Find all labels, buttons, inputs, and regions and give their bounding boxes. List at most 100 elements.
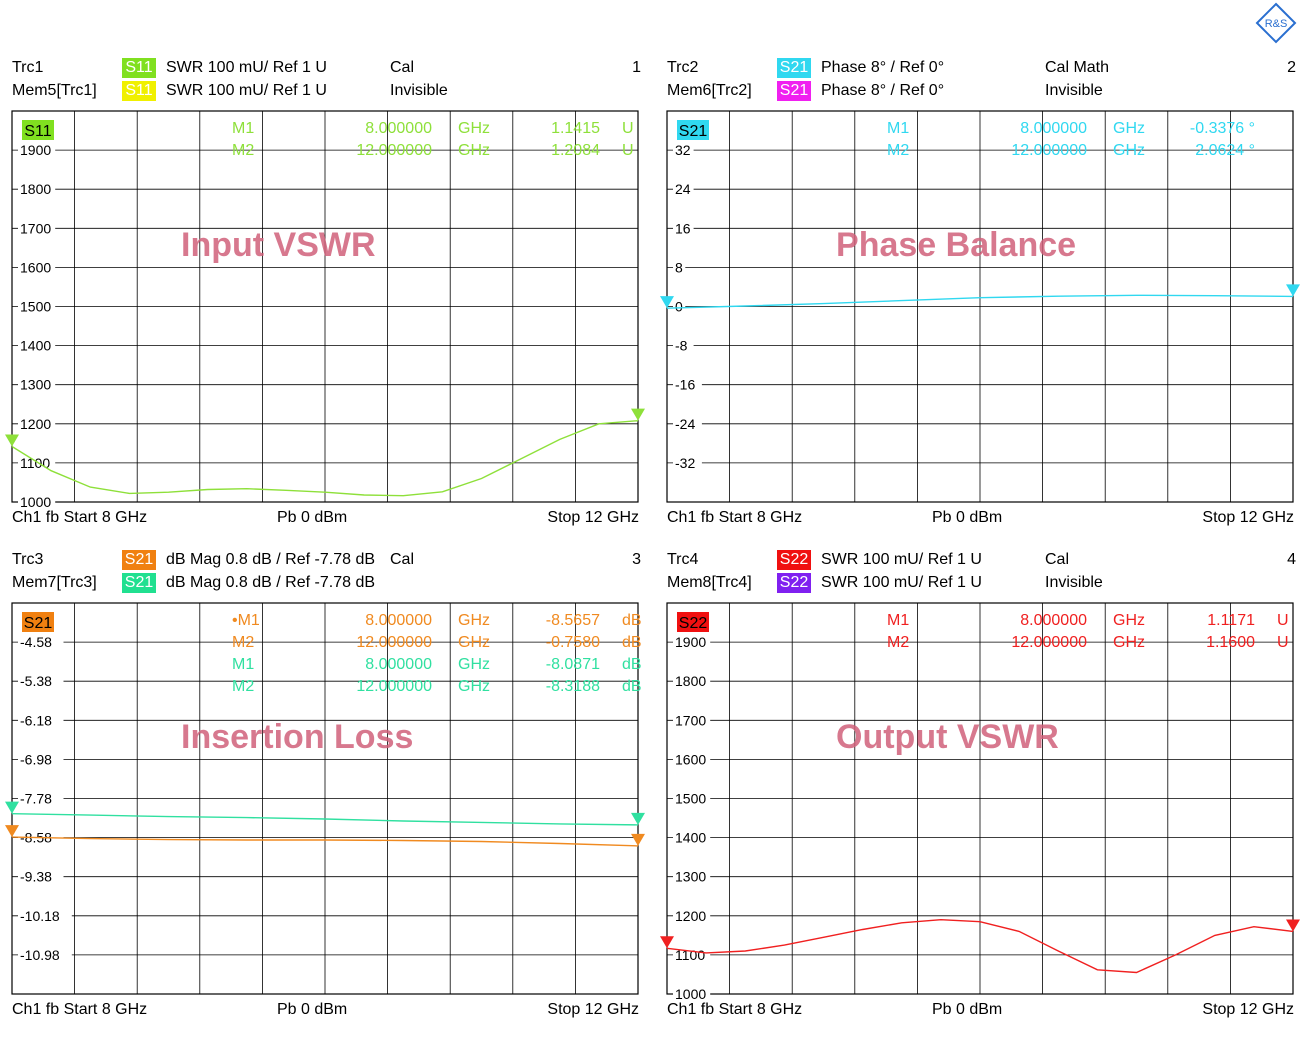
- diagram-number: 1: [632, 59, 641, 76]
- marker-value: 1.2084: [551, 142, 600, 159]
- y-tick-bg: [673, 337, 694, 354]
- trace-line-1: [666, 918, 1294, 974]
- y-tick-bg: [673, 220, 694, 237]
- y-tick-bg: [673, 829, 711, 846]
- marker-name: M1: [887, 612, 909, 629]
- active-trace-chip[interactable]: S11: [24, 123, 51, 140]
- secondary-trace-chip: S22: [777, 573, 811, 593]
- y-tick-bg: [673, 298, 686, 315]
- y-tick-label: 1000: [675, 986, 706, 1002]
- y-tick-bg: [673, 415, 702, 432]
- secondary-trace-chip: S11: [122, 81, 156, 101]
- secondary-trace-chip: S21: [122, 573, 156, 593]
- secondary-trace-scale: SWR 100 mU/ Ref 1 U: [821, 574, 982, 591]
- marker-triangle-m1[interactable]: [660, 936, 674, 949]
- primary-trace-status: Cal: [1045, 551, 1070, 568]
- overlay-label: Phase Balance: [836, 226, 1076, 264]
- marker-triangle-m1[interactable]: [5, 434, 19, 447]
- marker-unit: GHz: [1113, 120, 1145, 137]
- marker-name: M1: [232, 120, 254, 137]
- y-tick-bg: [673, 376, 702, 393]
- marker-unit: GHz: [458, 678, 490, 695]
- primary-trace-chip: S21: [777, 58, 811, 78]
- secondary-trace-status: Invisible: [1045, 82, 1103, 99]
- y-tick-bg: [18, 142, 56, 159]
- active-trace-chip-bg: [677, 612, 709, 632]
- active-trace-chip-bg: [677, 120, 709, 140]
- marker-triangle-m2[interactable]: [1286, 284, 1300, 297]
- y-tick-label: 1300: [20, 377, 51, 393]
- marker-triangle-m2[interactable]: [631, 833, 645, 846]
- y-tick-bg: [18, 673, 64, 690]
- y-tick-label: -10.18: [20, 908, 60, 924]
- overlay-label: Input VSWR: [181, 226, 376, 264]
- y-tick-bg: [18, 259, 56, 276]
- y-tick-bg: [18, 181, 56, 198]
- primary-trace-scale: SWR 100 mU/ Ref 1 U: [821, 551, 982, 568]
- trace-label: Trc2: [667, 59, 699, 76]
- active-trace-chip[interactable]: S22: [679, 615, 708, 632]
- y-tick-bg: [673, 142, 694, 159]
- marker-vunit: U: [622, 142, 634, 159]
- y-tick-bg: [18, 494, 56, 510]
- y-tick-label: 1400: [675, 830, 706, 846]
- y-tick-label: -9.38: [20, 869, 52, 885]
- y-tick-label: 1700: [675, 712, 706, 728]
- primary-trace-scale: SWR 100 mU/ Ref 1 U: [166, 59, 327, 76]
- marker-freq: 12.000000: [356, 634, 432, 651]
- y-tick-bg: [18, 790, 64, 807]
- y-tick-bg: [673, 907, 711, 924]
- marker-value: -8.5657: [546, 612, 600, 629]
- marker-value: -0.3376 °: [1190, 120, 1255, 137]
- y-tick-label: 1100: [675, 947, 705, 963]
- y-tick-bg: [18, 634, 64, 651]
- y-tick-bg: [673, 986, 711, 1002]
- marker-triangle-m2[interactable]: [631, 408, 645, 421]
- primary-trace-status: Cal Math: [1045, 59, 1110, 76]
- y-tick-label: -6.98: [20, 751, 52, 767]
- y-tick-bg: [673, 712, 711, 729]
- secondary-trace-scale: dB Mag 0.8 dB / Ref -7.78 dB: [166, 574, 376, 591]
- footer-stop: Stop 12 GHz: [547, 1001, 639, 1018]
- footer-start: Ch1 fb Start 8 GHz: [12, 509, 148, 526]
- marker-unit: GHz: [1113, 634, 1145, 651]
- overlay-label: Output VSWR: [836, 718, 1059, 756]
- marker-freq: 8.000000: [365, 120, 432, 137]
- footer-start: Ch1 fb Start 8 GHz: [12, 1001, 148, 1018]
- y-tick-label: 1900: [20, 142, 51, 158]
- active-trace-chip-bg: [22, 120, 54, 140]
- marker-triangle-m2[interactable]: [631, 812, 645, 825]
- marker-freq: 8.000000: [365, 612, 432, 629]
- secondary-trace-chip: S21: [777, 81, 811, 101]
- y-tick-label: 1800: [675, 673, 706, 689]
- y-tick-label: 8: [675, 259, 683, 275]
- active-trace-chip[interactable]: S21: [24, 615, 53, 632]
- marker-triangle-m2[interactable]: [1286, 919, 1300, 932]
- y-tick-label: 32: [675, 142, 691, 158]
- chart-panel-3: Trc3 Mem7[Trc3] S21 S21 dB Mag 0.8 dB / Ref …: [5, 547, 645, 1037]
- marker-name: M2: [887, 634, 909, 651]
- y-tick-bg: [673, 634, 711, 651]
- marker-triangle-m1[interactable]: [660, 296, 674, 309]
- footer-start: Ch1 fb Start 8 GHz: [667, 509, 803, 526]
- y-tick-bg: [673, 259, 686, 276]
- marker-triangle-m1[interactable]: [5, 825, 19, 838]
- chart-panel-2: Trc2 Mem6[Trc2] S21 S21 Phase 8° / Ref 0° Pha…: [660, 55, 1300, 545]
- marker-unit: GHz: [458, 142, 490, 159]
- y-tick-label: -8: [675, 338, 688, 354]
- memory-label: Mem7[Trc3]: [12, 574, 97, 591]
- footer-power: Pb 0 dBm: [932, 1001, 1003, 1018]
- marker-value: -0.7580: [546, 634, 600, 651]
- primary-trace-chip: S11: [122, 58, 156, 78]
- footer-start: Ch1 fb Start 8 GHz: [667, 1001, 803, 1018]
- active-trace-chip[interactable]: S21: [679, 123, 708, 140]
- marker-vunit: dB: [622, 612, 642, 629]
- marker-freq: 12.000000: [1011, 142, 1087, 159]
- marker-freq: 12.000000: [1011, 634, 1087, 651]
- marker-name: M1: [887, 120, 909, 137]
- marker-name: •M1: [232, 612, 260, 629]
- marker-vunit: dB: [622, 678, 642, 695]
- diagram-number: 2: [1287, 59, 1296, 76]
- overlay-label: Insertion Loss: [181, 718, 413, 756]
- marker-triangle-m1[interactable]: [5, 801, 19, 814]
